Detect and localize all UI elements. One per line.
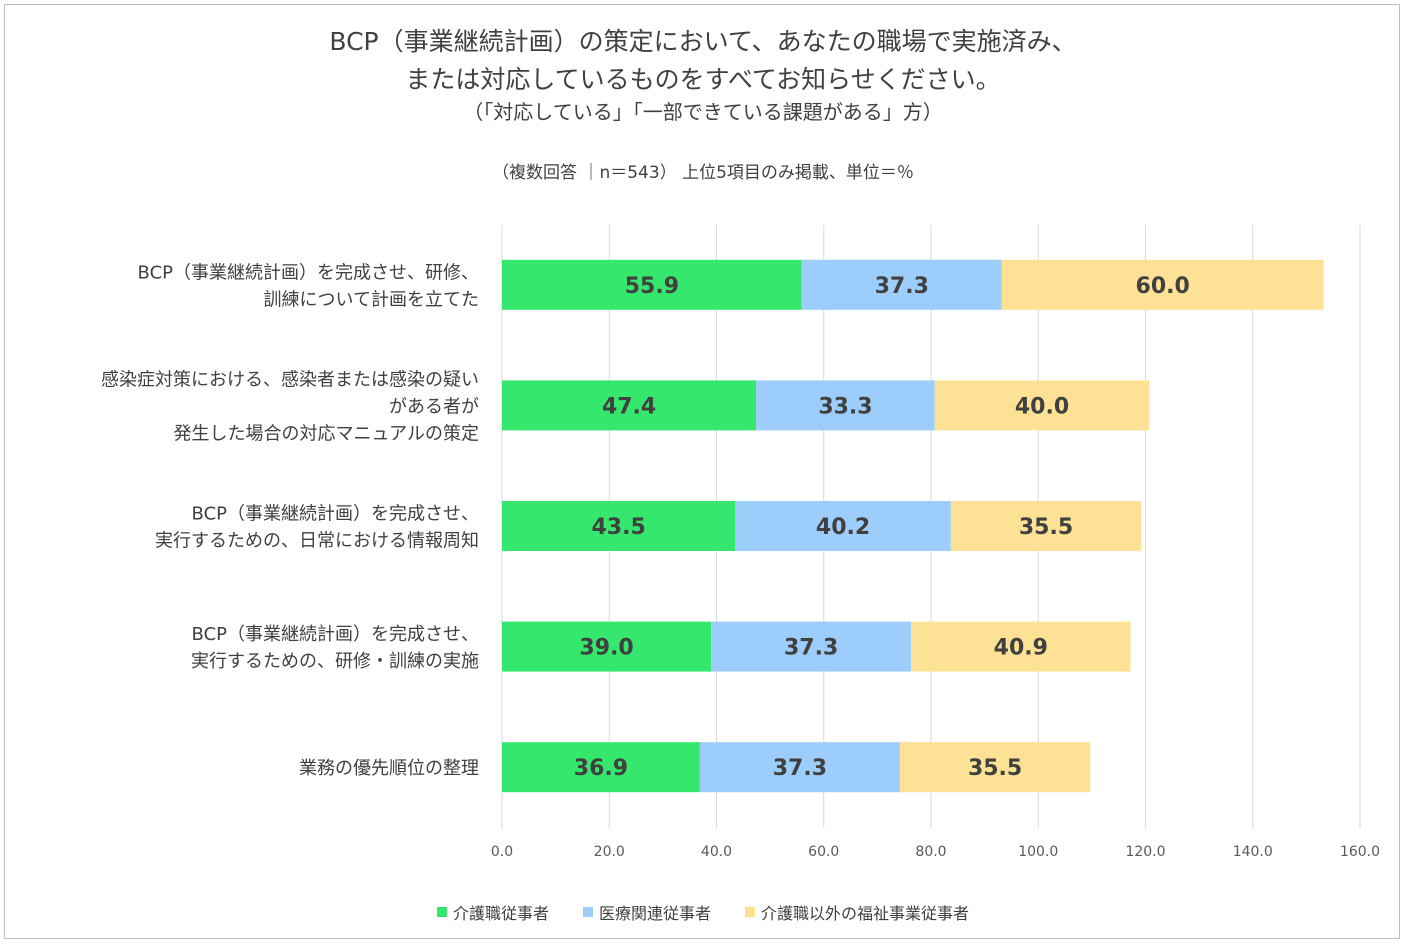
data-label: 60.0 [1136, 274, 1190, 299]
bar-segment [699, 742, 900, 793]
category-label: 訓練について計画を立てた [264, 289, 479, 310]
legend-label: 介護職以外の福祉事業従事者 [761, 904, 970, 923]
chart-subtitle: （複数回答 ｜n＝543） 上位5項目のみ掲載、単位＝％ [492, 163, 914, 183]
category-label: 発生した場合の対応マニュアルの策定 [174, 423, 479, 444]
bar-segment [801, 259, 1002, 310]
x-tick-label: 120.0 [1125, 844, 1165, 860]
data-label: 40.2 [816, 515, 870, 540]
x-tick-label: 80.0 [915, 844, 946, 860]
chart-title-line-3: （「対応している」「一部できている課題がある」方） [463, 100, 943, 124]
chart-title-line-1: BCP（事業継続計画）の策定において、あなたの職場で実施済み、 [329, 27, 1077, 56]
category-label: 業務の優先順位の整理 [299, 758, 479, 779]
bar-segment [756, 380, 935, 431]
legend-swatch [436, 907, 447, 917]
category-label: BCP（事業継続計画）を完成させ、 [192, 504, 479, 525]
legend-label: 介護職従事者 [452, 904, 549, 923]
legend-label: 医療関連従事者 [598, 904, 711, 923]
legend-swatch [582, 907, 593, 917]
legend: 介護職従事者 医療関連従事者 介護職以外の福祉事業従事者 [0, 900, 1406, 924]
bar-segment [950, 501, 1142, 551]
bar-segment [1001, 259, 1324, 310]
data-label: 37.3 [773, 756, 827, 781]
bar-segment [502, 742, 700, 793]
x-tick-label: 160.0 [1340, 844, 1380, 860]
x-tick-label: 100.0 [1018, 844, 1058, 860]
chart-title-line-2: または対応しているものをすべてお知らせください。 [405, 65, 1001, 94]
category-label: 実行するための、日常における情報周知 [155, 531, 479, 552]
data-label: 39.0 [579, 636, 633, 661]
data-label: 35.5 [1019, 515, 1073, 540]
x-tick-label: 0.0 [491, 844, 513, 860]
bar-segment [899, 742, 1091, 793]
category-label: がある者が [389, 396, 479, 417]
bar-segment [735, 501, 951, 551]
data-label: 33.3 [818, 394, 872, 419]
legend-swatch [745, 907, 755, 917]
data-label: 37.3 [784, 636, 838, 661]
category-label: BCP（事業継続計画）を完成させ、研修、 [138, 262, 479, 283]
bar-segment [502, 380, 757, 431]
bar-segment [502, 501, 736, 551]
legend-item-fukushi: 介護職以外の福祉事業従事者 [745, 900, 969, 924]
data-label: 40.0 [1015, 394, 1069, 419]
category-label: 感染症対策における、感染者または感染の疑い [101, 369, 479, 390]
x-tick-label: 140.0 [1233, 844, 1273, 860]
bar-segment [502, 259, 802, 310]
bar-segment [911, 621, 1131, 672]
bar-segment [934, 380, 1150, 431]
data-label: 36.9 [574, 756, 628, 781]
data-label: 37.3 [875, 274, 929, 299]
data-label: 47.4 [602, 394, 656, 419]
data-label: 43.5 [591, 515, 645, 540]
data-label: 40.9 [994, 636, 1048, 661]
data-label: 35.5 [968, 756, 1022, 781]
category-label: BCP（事業継続計画）を完成させ、 [192, 624, 479, 645]
bar-segment [502, 621, 712, 672]
data-label: 55.9 [625, 274, 679, 299]
x-tick-label: 60.0 [808, 844, 839, 860]
x-tick-label: 40.0 [701, 844, 732, 860]
legend-item-iryo: 医療関連従事者 [582, 900, 711, 924]
bar-segment [711, 621, 912, 672]
x-tick-label: 20.0 [594, 844, 625, 860]
category-label: 実行するための、研修・訓練の実施 [191, 651, 479, 672]
legend-item-kaigo: 介護職従事者 [436, 900, 549, 924]
